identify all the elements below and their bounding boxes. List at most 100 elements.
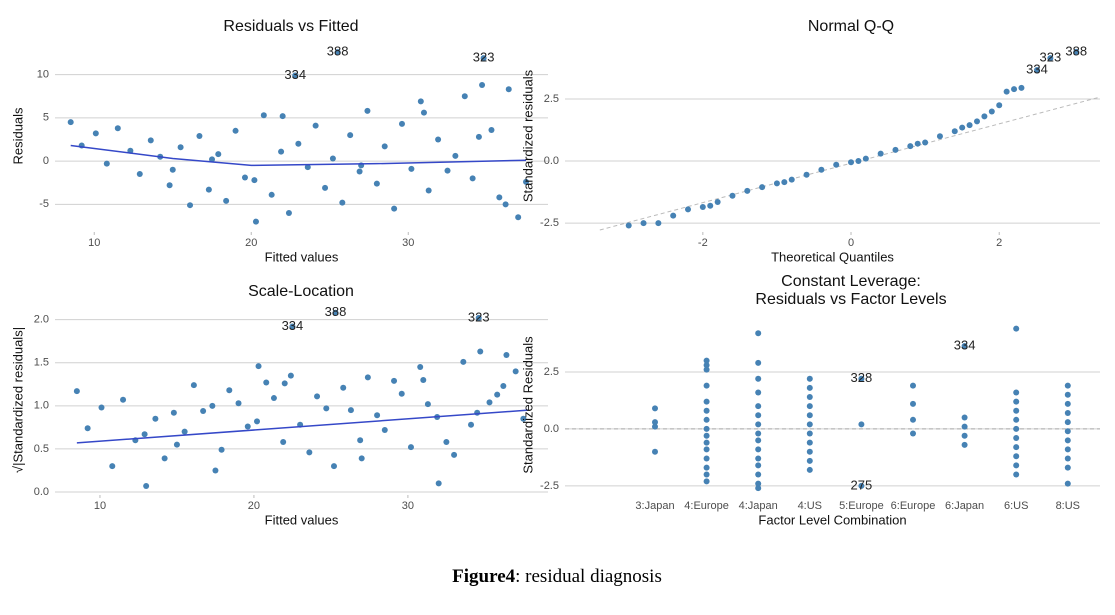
point (452, 152, 459, 159)
point (806, 375, 813, 382)
point (1064, 419, 1071, 426)
point (655, 220, 662, 227)
point (892, 146, 899, 153)
point (512, 368, 519, 375)
point (84, 425, 91, 432)
point (251, 177, 258, 184)
point-label: 323 (1040, 50, 1062, 65)
point (1073, 48, 1080, 55)
point (703, 416, 710, 423)
point (444, 167, 451, 174)
point (806, 412, 813, 419)
point (755, 403, 762, 410)
point (215, 151, 222, 158)
point (755, 480, 762, 487)
point-label: 334 (1026, 61, 1048, 76)
y-tick-label: 5 (43, 112, 49, 124)
point (858, 482, 865, 489)
panel-title: Residuals vs Factor Levels (755, 291, 946, 308)
point (347, 132, 354, 139)
point (848, 159, 855, 166)
point (755, 455, 762, 462)
x-tick-label: 3:Japan (635, 500, 674, 512)
point (503, 351, 510, 358)
point (1064, 464, 1071, 471)
point (652, 405, 658, 412)
y-tick-label: -5 (39, 198, 49, 210)
point (270, 395, 277, 402)
point (279, 113, 286, 120)
point (143, 482, 150, 489)
point (703, 357, 710, 364)
y-tick-label: 2.0 (34, 314, 49, 326)
point (703, 366, 710, 373)
point (1013, 471, 1020, 478)
point (295, 140, 302, 147)
y-tick-label: 1.0 (34, 400, 49, 412)
point (469, 175, 476, 182)
point (755, 446, 762, 453)
point (494, 391, 501, 398)
point (479, 81, 486, 88)
point (1013, 398, 1020, 405)
point (858, 421, 865, 428)
x-axis-title: Theoretical Quantiles (771, 249, 894, 264)
point (417, 98, 424, 105)
point (420, 109, 427, 116)
x-tick-label: 0 (848, 237, 854, 249)
point (640, 220, 647, 227)
point (339, 199, 346, 206)
y-tick-label: 0.0 (34, 486, 49, 498)
point (141, 431, 148, 438)
panel-title: Constant Leverage: (781, 273, 921, 290)
point (914, 140, 921, 147)
point (136, 171, 143, 178)
point (323, 405, 330, 412)
x-tick-label: 2 (996, 237, 1002, 249)
point (703, 425, 710, 432)
panel-title: Normal Q-Q (808, 18, 894, 35)
point (244, 423, 251, 430)
point (1064, 428, 1071, 435)
point (232, 127, 239, 134)
point (223, 197, 230, 204)
y-tick-label: 0.0 (544, 423, 559, 435)
point (287, 372, 294, 379)
x-axis-title: Fitted values (265, 249, 339, 264)
point (73, 388, 80, 395)
point (1018, 84, 1025, 91)
point (1013, 453, 1020, 460)
point (408, 165, 415, 172)
point (1013, 425, 1020, 432)
y-tick-label: 0.0 (544, 155, 559, 167)
point (278, 148, 285, 155)
point (200, 407, 207, 414)
y-tick-label: 2.5 (544, 93, 559, 105)
point (1064, 446, 1071, 453)
point (652, 419, 658, 426)
point (988, 108, 995, 115)
point-label: 328 (851, 370, 873, 385)
point (1013, 416, 1020, 423)
point (961, 432, 968, 439)
x-tick-label: 4:US (798, 500, 822, 512)
point (703, 362, 710, 369)
point (1013, 389, 1020, 396)
point (1011, 86, 1018, 93)
point (187, 202, 194, 209)
point (289, 323, 296, 330)
point (806, 403, 813, 410)
point (120, 396, 127, 403)
x-tick-label: 6:Japan (945, 500, 984, 512)
y-tick-label: 1.5 (34, 357, 49, 369)
point (254, 418, 261, 425)
point (703, 455, 710, 462)
smooth-line (76, 409, 529, 444)
point (951, 128, 958, 135)
point (435, 480, 442, 487)
point (98, 404, 105, 411)
point (652, 448, 658, 455)
point (488, 126, 495, 133)
point (755, 437, 762, 444)
point (451, 451, 458, 458)
